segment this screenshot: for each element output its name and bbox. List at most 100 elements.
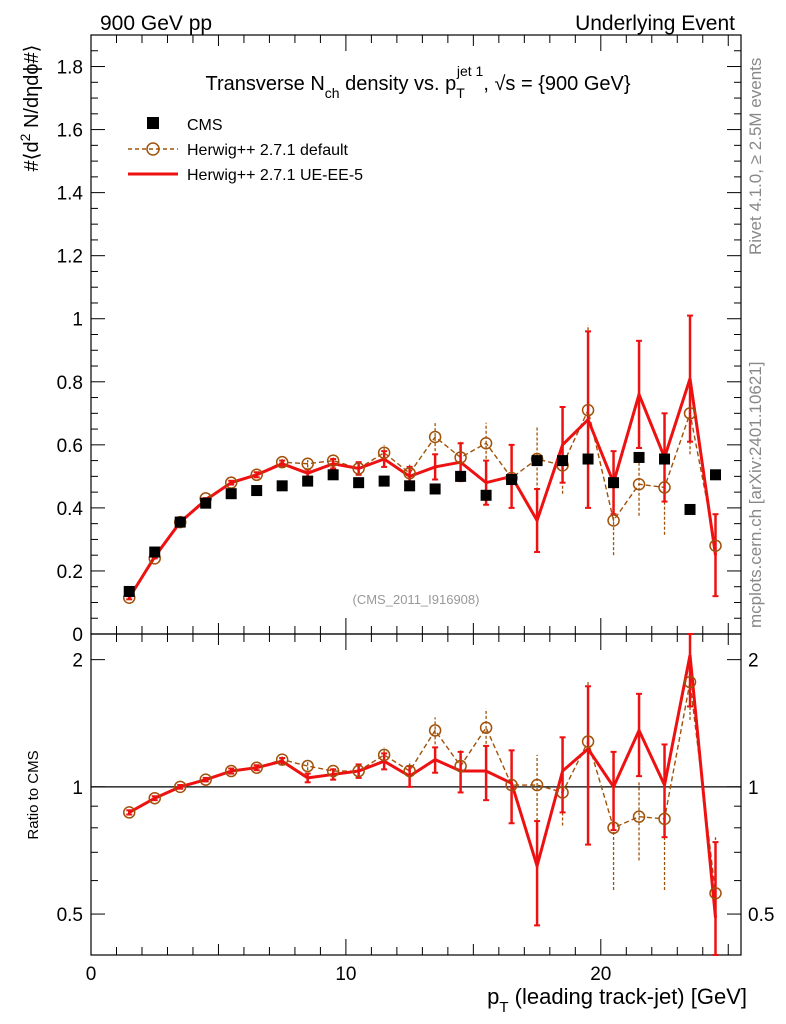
ratio-axes: 0 10 20 0.5 0.5 1 1 2 2: [57, 633, 774, 985]
default-ratio-point: [224, 764, 238, 778]
default-ratio-point: [505, 778, 518, 792]
cms-point: [200, 497, 212, 509]
cms-point: [276, 480, 288, 492]
ratio-tick-label: 1: [72, 778, 83, 799]
y-tick-label: 1: [72, 310, 83, 331]
ratio-tick-label-right: 2: [748, 651, 759, 672]
cms-point: [302, 475, 314, 487]
y-axis-label: #⟨d2 N/dηdϕ#⟩: [17, 45, 43, 172]
default-point: [658, 481, 671, 494]
default-ratio-point: [403, 764, 416, 778]
default-point: [709, 539, 722, 552]
default-ratio-point: [352, 764, 365, 778]
default-ratio-point: [709, 887, 722, 900]
legend-default-marker: [146, 142, 160, 156]
default-ratio-point: [479, 721, 493, 734]
cms-point: [506, 474, 518, 486]
default-point: [352, 462, 365, 475]
default-ratio-point: [683, 675, 697, 689]
y-tick-label: 0.6: [57, 436, 83, 457]
default-ratio-point: [275, 753, 289, 766]
default-ratio-point: [173, 780, 187, 794]
ue-series-line: [127, 378, 717, 599]
cms-point: [251, 485, 263, 497]
cms-point: [149, 546, 161, 558]
ratio-tick-label: 2: [72, 651, 83, 672]
legend-default-label: Herwig++ 2.7.1 default: [187, 142, 349, 159]
default-point: [403, 466, 416, 480]
mcplots-reference-label: mcplots.cern.ch [arXiv:2401.10621]: [746, 362, 765, 628]
chart-title: Transverse Nch density vs. pTjet 1, √s =…: [205, 63, 630, 101]
default-ratio-point: [148, 791, 161, 805]
default-point: [275, 455, 289, 469]
default-ratio-line: [128, 681, 717, 894]
cms-point: [353, 477, 365, 489]
cms-point: [608, 477, 620, 489]
default-ratio-point: [632, 810, 646, 823]
default-point: [428, 430, 442, 444]
default-ratio-point: [250, 761, 263, 774]
y-tick-label: 0: [72, 625, 83, 646]
default-point: [326, 454, 340, 467]
legend-ue-label: Herwig++ 2.7.1 UE-EE-5: [187, 167, 363, 184]
default-point: [683, 407, 697, 420]
cms-point: [710, 469, 722, 481]
header-left: 900 GeV pp: [100, 12, 212, 35]
x-tick-label: 20: [590, 964, 611, 985]
default-ratio-point: [301, 759, 314, 773]
default-series-line: [128, 408, 717, 599]
y-tick-label: 1.6: [57, 121, 83, 142]
default-point: [377, 446, 391, 459]
default-point: [224, 476, 238, 489]
default-ratio-point: [607, 821, 620, 835]
default-point: [454, 451, 467, 464]
y-tick-label: 1.8: [57, 58, 83, 79]
header-right: Underlying Event: [575, 12, 735, 35]
y-tick-label: 0.2: [57, 562, 83, 583]
default-point: [581, 403, 595, 417]
main-axes: 0 0.2 0.4 0.6 0.8 1 1.2 1.4 1.6 1.8: [57, 35, 741, 646]
cms-point: [429, 483, 441, 495]
cms-point: [123, 585, 135, 597]
cms-point: [480, 489, 492, 501]
default-point: [479, 437, 493, 450]
default-ratio-point: [530, 778, 544, 792]
x-tick-label: 0: [86, 964, 97, 985]
ratio-y-axis-label: Ratio to CMS: [25, 750, 42, 839]
legend-cms-label: CMS: [187, 117, 223, 134]
y-tick-label: 1.2: [57, 247, 83, 268]
y-tick-label: 0.4: [57, 499, 84, 520]
y-tick-label: 1.4: [57, 184, 84, 205]
legend-cms-marker: [147, 117, 159, 129]
default-ratio-point: [556, 786, 569, 799]
default-point: [301, 457, 314, 471]
default-ratio-point: [454, 759, 467, 773]
default-ratio-point: [377, 748, 391, 762]
default-ratio-point: [581, 735, 595, 748]
cms-point: [327, 469, 339, 481]
cms-point: [225, 488, 237, 500]
ratio-tick-label: 0.5: [57, 905, 83, 926]
default-ratio-point: [428, 724, 442, 737]
cms-point: [659, 453, 671, 465]
default-ratio-point: [199, 773, 212, 786]
cms-point: [582, 453, 594, 465]
ratio-tick-label-right: 1: [748, 778, 759, 799]
rivet-version-label: Rivet 4.1.0, ≥ 2.5M events: [746, 58, 765, 255]
default-point: [607, 514, 620, 527]
cms-point: [633, 451, 645, 463]
default-ratio-point: [658, 812, 671, 826]
legend: CMS Herwig++ 2.7.1 default Herwig++ 2.7.…: [128, 117, 363, 184]
cms-point: [684, 503, 696, 515]
cms-point: [557, 455, 569, 467]
analysis-watermark: (CMS_2011_I916908): [353, 592, 480, 607]
default-ratio-point: [122, 806, 136, 819]
y-tick-label: 0.8: [57, 373, 83, 394]
cms-point: [174, 516, 186, 528]
cms-point: [455, 470, 467, 482]
ue-ratio-line: [128, 654, 718, 918]
default-point: [632, 478, 646, 491]
cms-point: [531, 455, 543, 467]
ratio-plot-frame: [90, 633, 742, 956]
